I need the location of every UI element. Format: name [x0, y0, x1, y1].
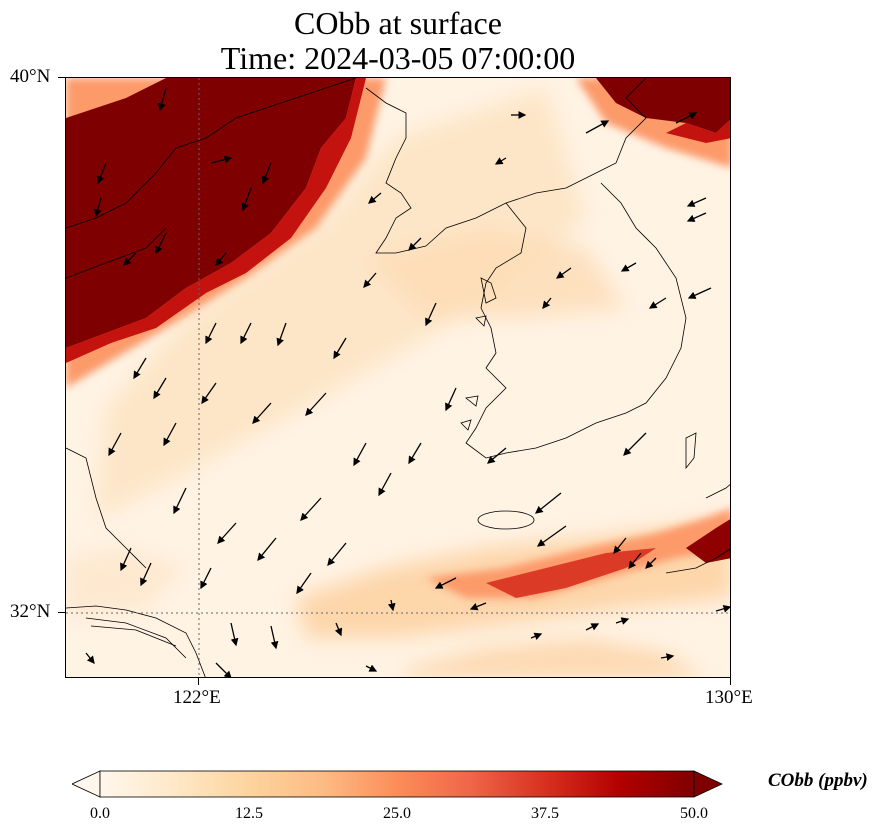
- wind-arrow: [353, 442, 367, 467]
- wind-arrow: [387, 599, 396, 612]
- lon-tick-label-122: 122°E: [173, 687, 221, 708]
- wind-arrow: [530, 632, 543, 641]
- wind-arrow: [623, 432, 647, 456]
- wind-arrow: [715, 605, 730, 613]
- wind-arrow: [217, 522, 237, 544]
- colorbar-title: CObb (ppbv): [768, 770, 868, 791]
- wind-arrow: [257, 537, 277, 562]
- wind-arrow: [210, 155, 233, 164]
- wind-arrow: [173, 487, 187, 515]
- wind-arrow: [536, 525, 567, 547]
- wind-arrow: [205, 322, 217, 345]
- colorbar-extend-high: [693, 770, 723, 798]
- wind-arrow: [542, 297, 552, 310]
- wind-arrow: [686, 212, 707, 222]
- wind-arrow: [140, 562, 152, 587]
- wind-arrow: [628, 552, 642, 570]
- wind-arrow: [201, 382, 217, 405]
- wind-arrow: [434, 577, 457, 589]
- lat-tick-label-40: 40°N: [10, 66, 51, 87]
- colorbar-gradient: [99, 770, 695, 798]
- wind-arrow: [230, 622, 239, 647]
- wind-arrow: [408, 237, 422, 251]
- lon-tick-122: [198, 678, 199, 685]
- wind-arrow: [620, 262, 637, 272]
- wind-arrow: [133, 357, 147, 380]
- wind-arrow: [215, 252, 227, 266]
- wind-arrow: [270, 625, 279, 650]
- map-gridlines: [66, 78, 730, 677]
- map-title: CObb at surface: [294, 5, 502, 41]
- colorbar-tick-4: 50.0: [680, 805, 708, 822]
- map-panel: [65, 77, 731, 678]
- wind-arrow: [648, 297, 667, 309]
- wind-arrow: [615, 617, 630, 625]
- wind-arrow: [123, 252, 137, 266]
- wind-arrow: [252, 402, 272, 424]
- map-canvas: [66, 78, 730, 677]
- wind-arrow: [687, 287, 712, 299]
- wind-arrow: [469, 602, 487, 611]
- wind-arrow: [368, 192, 382, 204]
- wind-arrow: [96, 162, 107, 185]
- wind-arrow: [327, 542, 347, 567]
- wind-arrow: [585, 623, 600, 631]
- wind-arrow: [494, 157, 507, 165]
- wind-arrow: [215, 662, 232, 677]
- wind-arrow: [408, 442, 422, 465]
- colorbar-tick-3: 37.5: [531, 805, 559, 822]
- map-time-label: Time: 2024-03-05 07:00:00: [220, 40, 576, 76]
- wind-arrow: [261, 162, 272, 185]
- wind-arrow: [157, 87, 167, 112]
- wind-arrow: [155, 232, 167, 255]
- wind-vectors: [85, 87, 730, 677]
- wind-arrow: [305, 392, 327, 416]
- lat-tick-32: [58, 612, 65, 613]
- lat-tick-40: [58, 77, 65, 78]
- colorbar-tick-2: 25.0: [383, 805, 411, 822]
- colorbar-extend-low: [72, 770, 101, 798]
- wind-arrow: [153, 377, 167, 400]
- wind-arrow: [445, 387, 457, 412]
- wind-arrow: [363, 272, 377, 288]
- colorbar-tick-0: 0.0: [90, 805, 110, 822]
- wind-arrow: [300, 497, 322, 521]
- wind-arrow: [241, 187, 252, 212]
- wind-arrow: [378, 472, 392, 497]
- wind-arrow: [296, 572, 312, 595]
- wind-arrow: [555, 267, 572, 279]
- wind-arrow: [334, 622, 343, 637]
- wind-arrow: [120, 547, 132, 572]
- colorbar-tick-1: 12.5: [235, 805, 263, 822]
- wind-arrow: [163, 422, 177, 447]
- wind-arrow: [675, 112, 698, 124]
- wind-arrow: [613, 537, 627, 555]
- wind-arrow: [108, 432, 122, 457]
- wind-arrow: [686, 197, 707, 207]
- wind-arrow: [276, 322, 287, 347]
- wind-arrow: [425, 302, 437, 327]
- lon-tick-label-130: 130°E: [705, 687, 753, 708]
- wind-arrow: [534, 492, 562, 514]
- lon-tick-130: [730, 678, 731, 685]
- wind-arrow: [333, 337, 347, 360]
- wind-arrow: [200, 567, 212, 590]
- wind-arrow: [487, 447, 507, 464]
- colorbar: [72, 770, 723, 798]
- wind-arrow: [645, 557, 657, 569]
- wind-arrow: [660, 653, 675, 661]
- wind-arrow: [85, 652, 95, 665]
- lat-tick-label-32: 32°N: [10, 601, 51, 622]
- wind-arrow: [93, 197, 102, 218]
- wind-arrow: [240, 322, 252, 345]
- wind-arrow: [365, 664, 378, 672]
- wind-arrow: [585, 120, 610, 134]
